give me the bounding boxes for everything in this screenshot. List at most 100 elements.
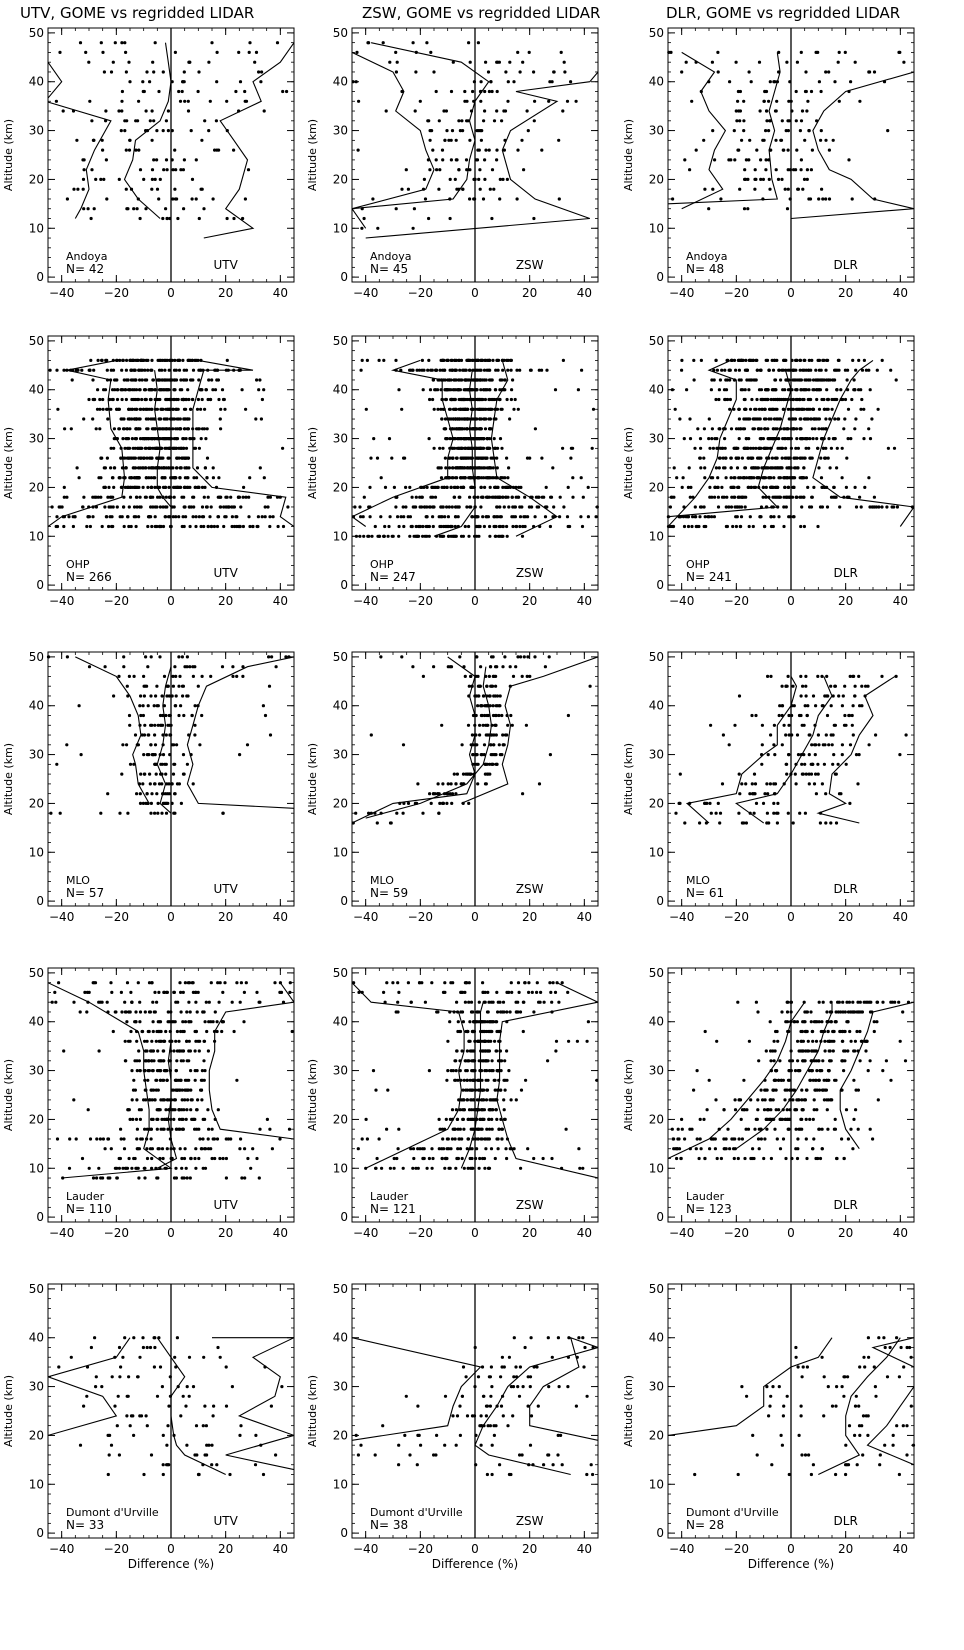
data-point <box>485 456 489 460</box>
data-point <box>157 89 161 94</box>
data-point <box>473 515 477 519</box>
data-point <box>96 358 100 362</box>
data-point <box>461 368 465 372</box>
data-point <box>211 476 215 480</box>
data-point <box>518 524 522 529</box>
data-point <box>169 397 173 402</box>
data-point <box>177 684 181 688</box>
data-point <box>785 476 790 480</box>
data-point <box>837 50 841 55</box>
data-point <box>85 524 89 529</box>
data-point <box>508 60 512 64</box>
data-point <box>153 515 157 519</box>
data-point <box>142 684 146 688</box>
data-point <box>450 446 454 450</box>
data-point <box>136 476 140 480</box>
data-point <box>693 515 697 519</box>
data-point <box>160 378 164 382</box>
data-point <box>165 378 169 382</box>
data-point <box>495 148 499 152</box>
data-point <box>207 378 211 382</box>
data-point <box>853 427 857 431</box>
data-point <box>739 378 743 382</box>
data-point <box>714 358 718 362</box>
data-point <box>455 476 459 480</box>
data-point <box>159 524 163 529</box>
data-point <box>165 168 169 172</box>
data-point <box>753 187 757 191</box>
data-point <box>161 753 166 757</box>
x-tick-label: 20 <box>522 286 537 300</box>
data-point <box>232 148 236 152</box>
data-point <box>176 485 180 489</box>
data-point <box>178 358 182 362</box>
data-point <box>438 534 442 538</box>
data-point <box>153 41 157 45</box>
data-point <box>172 378 176 382</box>
data-point <box>441 158 445 162</box>
data-point <box>432 446 436 450</box>
lower-line <box>75 656 150 804</box>
data-point <box>489 80 493 84</box>
data-point <box>427 534 431 538</box>
data-point <box>670 388 675 392</box>
data-point <box>151 378 155 382</box>
data-point <box>189 378 193 382</box>
data-point <box>173 148 177 152</box>
data-point <box>112 427 116 431</box>
data-point <box>257 388 261 392</box>
data-point <box>783 187 787 191</box>
data-point <box>122 505 126 509</box>
data-point <box>182 207 186 211</box>
data-point <box>736 99 740 103</box>
data-point <box>526 129 530 133</box>
data-point <box>463 427 467 431</box>
data-point <box>850 397 854 402</box>
data-point <box>396 515 400 519</box>
x-tick-label: −40 <box>49 910 74 924</box>
data-point <box>853 485 857 489</box>
upper-line <box>812 359 914 527</box>
data-point <box>182 713 186 718</box>
data-point <box>810 456 814 460</box>
data-point <box>788 168 793 172</box>
data-point <box>147 446 151 450</box>
data-point <box>111 524 115 529</box>
data-point <box>775 99 779 103</box>
data-point <box>112 437 116 441</box>
data-point <box>776 177 781 181</box>
data-point <box>533 427 538 431</box>
data-point <box>168 216 172 221</box>
data-point <box>219 505 223 509</box>
data-point <box>149 723 153 727</box>
data-point <box>498 505 502 509</box>
data-point <box>443 456 447 460</box>
data-point <box>449 378 453 382</box>
data-point <box>182 407 187 411</box>
data-point <box>495 60 499 64</box>
data-point <box>800 437 804 441</box>
data-point <box>187 397 191 402</box>
data-point <box>198 743 202 747</box>
data-point <box>150 456 154 460</box>
data-point <box>155 684 159 688</box>
data-point <box>763 476 768 480</box>
data-point <box>260 397 264 402</box>
data-point <box>275 41 280 45</box>
data-point <box>185 694 189 698</box>
data-point <box>483 407 487 411</box>
data-point <box>253 60 257 64</box>
data-point <box>446 358 450 362</box>
data-point <box>219 427 223 431</box>
data-point <box>428 397 432 402</box>
group-label: ZSW <box>516 566 544 580</box>
data-point <box>143 437 147 441</box>
data-point <box>248 41 252 45</box>
data-point <box>435 168 439 172</box>
data-point <box>188 485 192 489</box>
data-point <box>795 60 800 64</box>
data-point <box>743 505 747 509</box>
data-point <box>747 70 751 74</box>
data-point <box>457 168 461 172</box>
data-point <box>173 358 177 362</box>
